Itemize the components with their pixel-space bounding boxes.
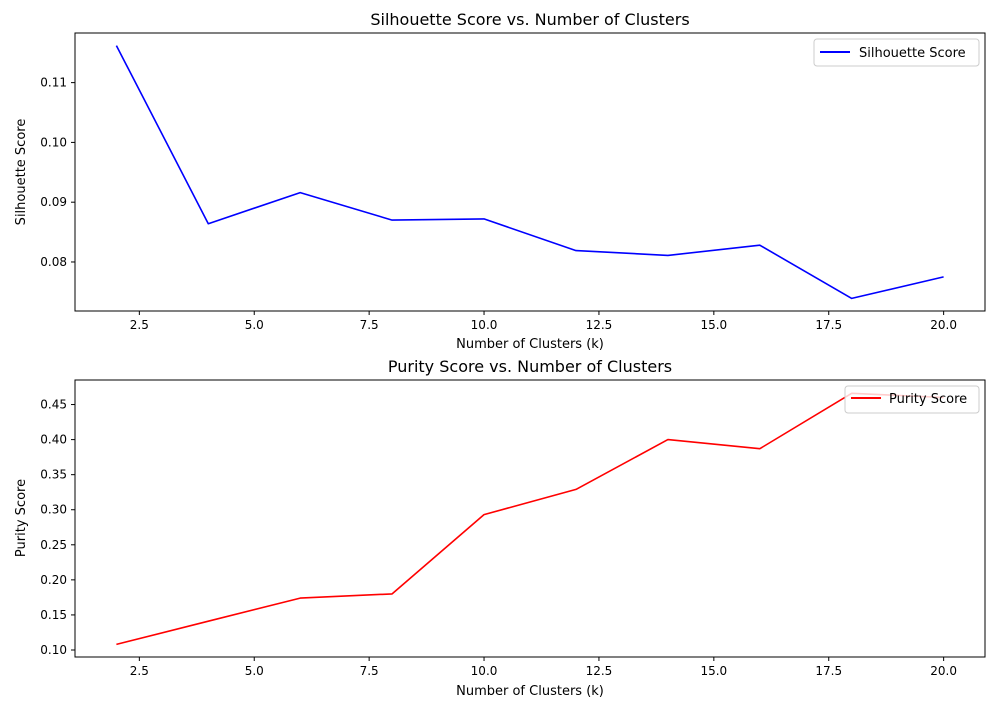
- x-tick-label: 12.5: [586, 318, 613, 332]
- plot-area: [74, 32, 986, 312]
- silhouette-chart: Silhouette Score vs. Number of Clusters …: [14, 10, 986, 352]
- x-tick-label: 15.0: [700, 664, 727, 678]
- series-line: [115, 45, 944, 300]
- x-tick-label: 10.0: [471, 318, 498, 332]
- x-tick-label: 10.0: [471, 664, 498, 678]
- x-tick-label: 2.5: [130, 664, 149, 678]
- legend-label: Purity Score: [889, 392, 967, 407]
- purity-chart: Purity Score vs. Number of Clusters 2.5 5…: [14, 357, 986, 699]
- legend: Silhouette Score: [813, 38, 980, 67]
- x-tick-label: 2.5: [130, 318, 149, 332]
- y-tick-label: 0.11: [40, 76, 67, 90]
- y-tick-label: 0.10: [40, 135, 67, 149]
- y-axis-label: Purity Score: [14, 479, 29, 557]
- series-line: [116, 392, 944, 646]
- y-tick-label: 0.35: [40, 468, 67, 482]
- x-axis-label: Number of Clusters (k): [456, 337, 604, 352]
- chart-title: Purity Score vs. Number of Clusters: [388, 357, 672, 376]
- y-tick-label: 0.10: [40, 643, 67, 657]
- legend: Purity Score: [844, 385, 980, 414]
- y-tick-label: 0.40: [40, 433, 67, 447]
- x-tick-label: 20.0: [930, 664, 957, 678]
- x-tick-label: 15.0: [700, 318, 727, 332]
- x-tick-label: 12.5: [586, 664, 613, 678]
- x-tick-label: 5.0: [245, 318, 264, 332]
- x-ticks: 2.5 5.0 7.5 10.0 12.5 15.0 17.5 20.0: [130, 311, 957, 332]
- legend-box: [813, 38, 980, 67]
- x-ticks: 2.5 5.0 7.5 10.0 12.5 15.0 17.5 20.0: [130, 657, 957, 678]
- y-ticks: 0.10 0.15 0.20 0.25 0.30 0.35 0.40 0.45: [40, 398, 75, 657]
- x-axis-label: Number of Clusters (k): [456, 684, 604, 699]
- y-axis-label: Silhouette Score: [14, 119, 29, 226]
- y-tick-label: 0.15: [40, 608, 67, 622]
- x-tick-label: 7.5: [360, 664, 379, 678]
- y-tick-label: 0.20: [40, 573, 67, 587]
- y-tick-label: 0.09: [40, 195, 67, 209]
- y-ticks: 0.08 0.09 0.10 0.11: [40, 76, 75, 269]
- y-tick-label: 0.08: [40, 255, 67, 269]
- series-layer: [115, 45, 944, 300]
- chart-title: Silhouette Score vs. Number of Clusters: [370, 10, 689, 29]
- y-tick-label: 0.30: [40, 503, 67, 517]
- x-tick-label: 17.5: [815, 664, 842, 678]
- x-tick-label: 7.5: [360, 318, 379, 332]
- x-tick-label: 20.0: [930, 318, 957, 332]
- series-layer: [116, 392, 944, 646]
- y-tick-label: 0.25: [40, 538, 67, 552]
- legend-box: [844, 385, 980, 414]
- x-tick-label: 5.0: [245, 664, 264, 678]
- x-tick-label: 17.5: [815, 318, 842, 332]
- legend-label: Silhouette Score: [859, 46, 966, 61]
- y-tick-label: 0.45: [40, 398, 67, 412]
- plot-area: [74, 379, 986, 658]
